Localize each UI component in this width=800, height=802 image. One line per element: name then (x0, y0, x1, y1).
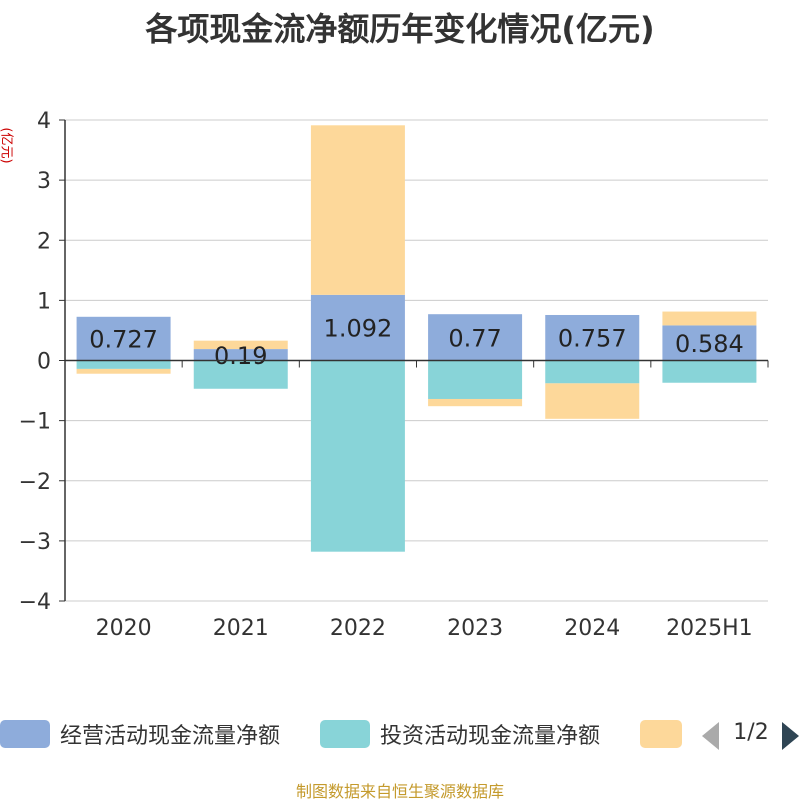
chart-title: 各项现金流净额历年变化情况(亿元) (145, 10, 655, 48)
bar-operating-2023 (428, 314, 523, 361)
x-tick-label: 2024 (564, 616, 620, 641)
bar-investing-2024 (545, 360, 640, 384)
y-tick-label: 0 (37, 350, 51, 375)
legend-label-investing: 投资活动现金流量净额 (380, 724, 601, 749)
data-label-2022: 1.092 (324, 315, 393, 343)
bar-financing-2024 (545, 383, 640, 419)
source-note: 制图数据来自恒生聚源数据库 (295, 782, 504, 801)
data-label-2023: 0.77 (448, 324, 501, 352)
legend-prev-page-icon[interactable] (702, 722, 719, 750)
x-tick-label: 2022 (330, 616, 386, 641)
y-tick-label: 2 (37, 229, 51, 254)
y-tick-label: 1 (37, 289, 51, 314)
y-tick-label: −4 (19, 590, 51, 615)
bar-investing-2022 (310, 360, 405, 552)
data-label-2020: 0.727 (89, 326, 158, 354)
legend-item-investing[interactable]: 投资活动现金流量净额 (320, 714, 630, 754)
bar-operating-2021 (193, 349, 288, 361)
y-tick-label: −3 (19, 530, 51, 555)
legend-swatch-operating (0, 720, 50, 748)
legend-swatch-investing (320, 720, 370, 748)
legend-label-operating: 经营活动现金流量净额 (60, 724, 281, 749)
x-tick-label: 2021 (213, 616, 269, 641)
bar-operating-2020 (76, 316, 171, 361)
bar-operating-2025H1 (662, 325, 757, 361)
x-tick-label: 2023 (447, 616, 503, 641)
data-label-2021: 0.19 (214, 342, 267, 370)
bar-investing-2025H1 (662, 360, 757, 383)
x-tick-label: 2020 (96, 616, 152, 641)
bar-financing-2022 (310, 125, 405, 295)
y-tick-label: 4 (37, 109, 51, 134)
y-tick-label: −2 (19, 470, 51, 495)
bar-financing-2023 (428, 398, 523, 407)
y-tick-label: −1 (19, 410, 51, 435)
x-tick-label: 2025H1 (666, 616, 753, 641)
legend-page-indicator: 1/2 (733, 720, 769, 745)
bar-financing-2025H1 (662, 311, 757, 326)
legend-item-operating[interactable]: 经营活动现金流量净额 (0, 714, 310, 754)
bar-operating-2024 (545, 314, 640, 361)
legend-item-financing[interactable] (640, 714, 690, 754)
data-label-2025H1: 0.584 (675, 330, 744, 358)
bar-investing-2021 (193, 360, 288, 389)
bar-investing-2020 (76, 360, 171, 369)
data-label-2024: 0.757 (558, 325, 627, 353)
legend: 经营活动现金流量净额 投资活动现金流量净额 (0, 714, 800, 754)
bar-financing-2020 (76, 368, 171, 374)
bar-investing-2023 (428, 360, 523, 399)
chart-plot: 4 3 2 1 0 −1 −2 −3 −4 0.727 2020 0.19 2021 1.092 2022 0… (19, 109, 769, 641)
y-tick-label: 3 (37, 169, 51, 194)
legend-swatch-financing (640, 720, 682, 748)
bar-operating-2022 (310, 294, 405, 361)
legend-next-page-icon[interactable] (782, 722, 799, 750)
bar-financing-2021 (193, 340, 288, 350)
